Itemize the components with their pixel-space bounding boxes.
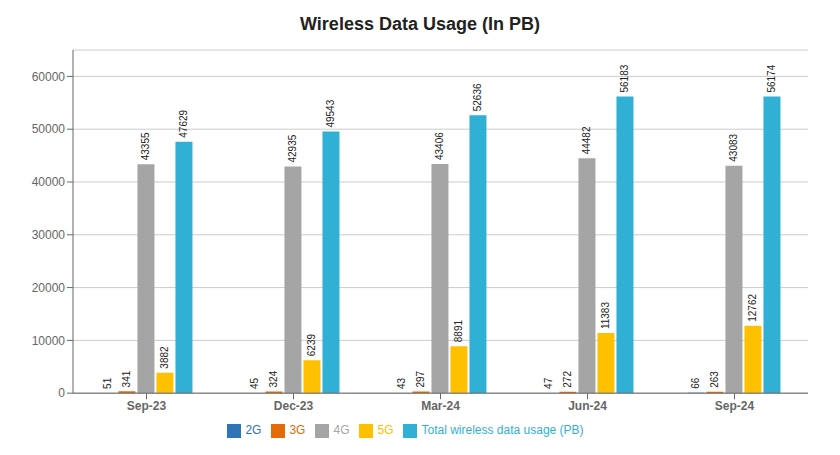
svg-text:43083: 43083 bbox=[728, 133, 739, 161]
svg-text:Mar-24: Mar-24 bbox=[421, 399, 460, 413]
svg-text:56183: 56183 bbox=[619, 64, 630, 92]
html-text:Wireless Data Usage (In PB): Wireless Data Usage (In PB) bbox=[300, 14, 540, 34]
svg-text:43355: 43355 bbox=[140, 132, 151, 160]
svg-text:45: 45 bbox=[249, 377, 260, 389]
svg-text:56174: 56174 bbox=[766, 64, 777, 92]
svg-text:Sep-24: Sep-24 bbox=[715, 399, 755, 413]
svg-text:42935: 42935 bbox=[287, 134, 298, 162]
svg-text:3882: 3882 bbox=[159, 346, 170, 369]
svg-text:297: 297 bbox=[415, 370, 426, 387]
svg-text:Jun-24: Jun-24 bbox=[568, 399, 607, 413]
svg-text:Sep-23: Sep-23 bbox=[127, 399, 167, 413]
svg-text:43: 43 bbox=[396, 377, 407, 389]
svg-text:6239: 6239 bbox=[306, 334, 317, 357]
svg-text:50000: 50000 bbox=[32, 122, 66, 136]
svg-text:8891: 8891 bbox=[453, 320, 464, 343]
svg-text:10000: 10000 bbox=[32, 334, 66, 348]
svg-text:30000: 30000 bbox=[32, 228, 66, 242]
svg-text:11383: 11383 bbox=[600, 302, 611, 330]
html-text:3G: 3G bbox=[289, 423, 306, 438]
svg-text:Dec-23: Dec-23 bbox=[274, 399, 314, 413]
html-text:Total wireless data usage (PB): Total wireless data usage (PB) bbox=[421, 423, 584, 438]
svg-text:52636: 52636 bbox=[472, 83, 483, 111]
svg-text:47629: 47629 bbox=[178, 109, 189, 137]
svg-text:60000: 60000 bbox=[32, 70, 66, 84]
svg-text:20000: 20000 bbox=[32, 281, 66, 295]
svg-text:341: 341 bbox=[121, 370, 132, 387]
svg-text:47: 47 bbox=[543, 377, 554, 389]
html-text:4G: 4G bbox=[333, 423, 350, 438]
html-text:5G: 5G bbox=[377, 423, 394, 438]
svg-text:49543: 49543 bbox=[325, 99, 336, 127]
html-text:2G: 2G bbox=[245, 423, 262, 438]
svg-text:66: 66 bbox=[690, 377, 701, 389]
svg-text:43406: 43406 bbox=[434, 132, 445, 160]
svg-text:0: 0 bbox=[58, 386, 65, 400]
svg-text:263: 263 bbox=[709, 371, 720, 388]
svg-text:51: 51 bbox=[102, 377, 113, 389]
svg-text:272: 272 bbox=[562, 371, 573, 388]
svg-text:44482: 44482 bbox=[581, 126, 592, 154]
svg-text:40000: 40000 bbox=[32, 175, 66, 189]
svg-text:324: 324 bbox=[268, 370, 279, 387]
svg-text:12762: 12762 bbox=[747, 294, 758, 322]
